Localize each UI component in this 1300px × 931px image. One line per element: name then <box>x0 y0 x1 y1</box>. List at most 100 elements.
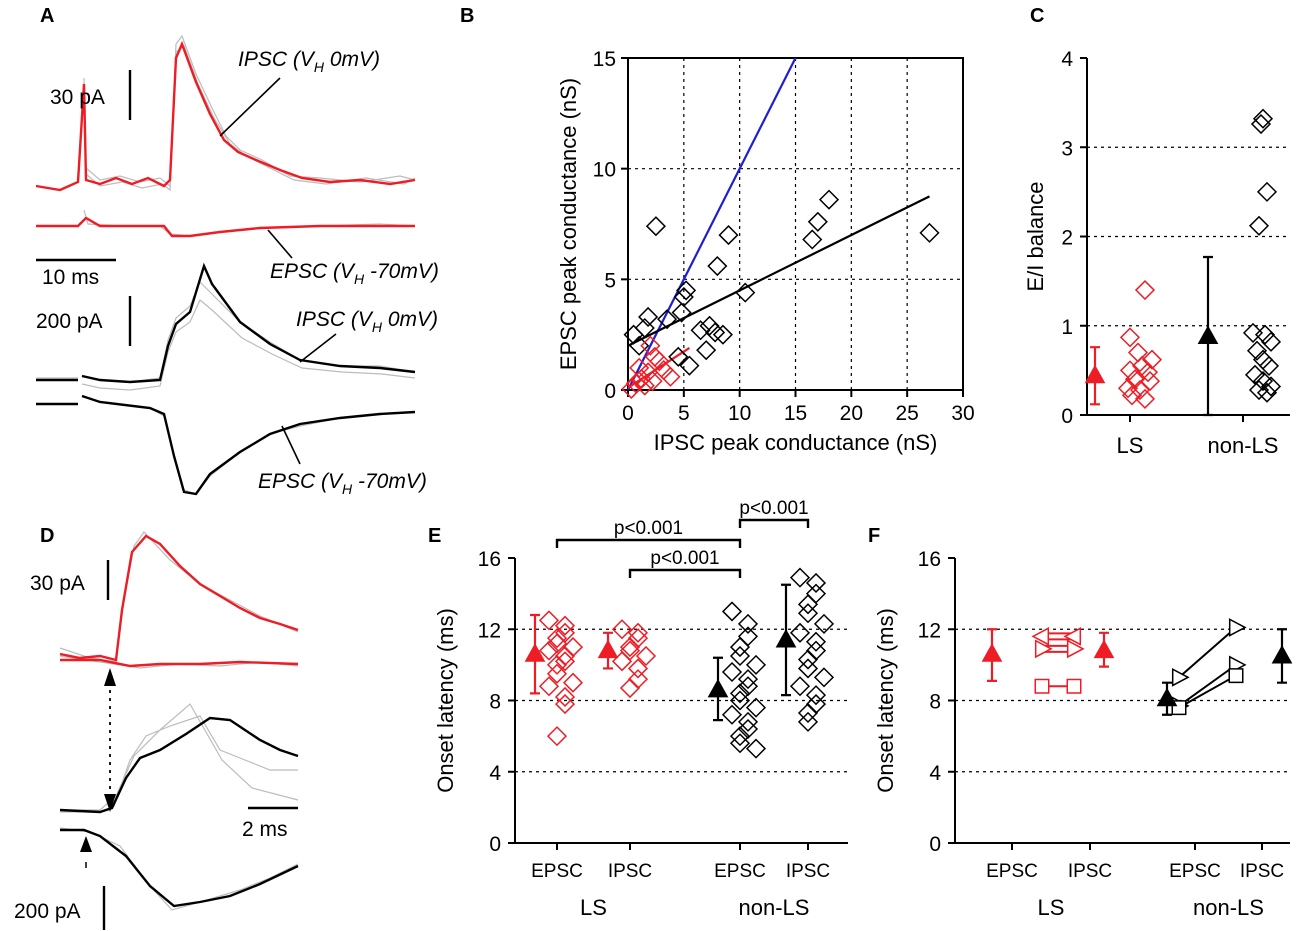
b-ytick-label-1: 5 <box>604 269 616 292</box>
annotation-epsc-red: EPSC (VH -70mV) <box>270 260 439 287</box>
panel-label-a: A <box>40 5 54 27</box>
b-point-1-2 <box>631 368 652 389</box>
panel-c-ei-balance: 0 1 2 3 4 LS non-LS E/I balance <box>1023 48 1290 458</box>
e-group-label-1: non-LS <box>739 895 810 920</box>
e-point-3-7 <box>805 631 827 652</box>
c-y-axis-label: E/I balance <box>1023 181 1048 291</box>
b-point-0-16 <box>707 255 728 277</box>
b-point-1-0 <box>621 378 642 399</box>
e-sig-bracket-0 <box>555 538 742 548</box>
panel-label-f: F <box>868 525 880 547</box>
f-xtick-label-3: IPSC <box>1240 861 1284 882</box>
e-point-3-9 <box>797 649 819 670</box>
e-point-3-10 <box>797 658 819 679</box>
f-group-label-1: non-LS <box>1193 895 1264 920</box>
e-point-1-1 <box>627 622 649 643</box>
e-point-2-7 <box>737 669 759 690</box>
f-pair-epsc-marker-2 <box>1034 678 1050 694</box>
b-point-0-5 <box>657 309 678 330</box>
c-ytick-label-4: 4 <box>1061 48 1073 71</box>
e-point-3-16 <box>797 711 819 732</box>
panel-label-b: B <box>460 5 474 27</box>
panel-b-scatter: 0 5 10 15 20 25 30 0 5 10 15 IPSC peak conductance … <box>556 48 975 455</box>
e-xtick-label-3: IPSC <box>786 861 830 882</box>
f-mean-0 <box>981 643 1003 662</box>
c-point-1-6 <box>1260 331 1282 352</box>
panel-a-traces: 30 pA 10 ms 200 pA IPSC (VH 0mV) EPSC (V… <box>35 34 439 497</box>
trace-epsc-red-mean <box>36 216 415 238</box>
c-point-0-7 <box>1124 369 1146 390</box>
e-ytick-label-4: 16 <box>478 548 501 571</box>
f-ytick-label-4: 16 <box>918 548 941 571</box>
b-xtick-label-4: 20 <box>840 402 863 425</box>
e-point-0-3 <box>546 628 568 649</box>
c-point-1-13 <box>1248 379 1270 401</box>
e-point-0-10 <box>546 663 568 684</box>
b-point-0-17 <box>718 225 739 246</box>
e-point-3-15 <box>797 702 819 724</box>
e-group-label-0: LS <box>580 895 607 920</box>
e-point-2-4 <box>729 645 751 667</box>
b-line-2 <box>627 347 691 389</box>
f-pair-line-5 <box>1178 674 1237 709</box>
b-point-1-11 <box>629 357 650 378</box>
b-point-0-19 <box>802 229 823 250</box>
b-point-0-10 <box>679 355 700 376</box>
trace-ipsc-black-mean <box>36 262 416 384</box>
panel-d-scale-label-200pa: 200 pA <box>14 900 81 923</box>
f-pair-epsc-marker-0 <box>1031 627 1050 646</box>
b-point-1-7 <box>649 351 670 372</box>
annotation-ipsc-red: IPSC (VH 0mV) <box>238 48 380 75</box>
pointer-ipsc-red <box>219 77 281 137</box>
e-ytick-label-0: 0 <box>489 833 501 856</box>
b-point-1-3 <box>634 375 655 396</box>
f-xtick-label-2: EPSC <box>1169 861 1221 882</box>
e-point-0-14 <box>554 694 576 715</box>
c-point-0-10 <box>1129 379 1151 401</box>
c-point-0-5 <box>1119 360 1141 381</box>
e-xtick-label-1: IPSC <box>608 861 652 882</box>
f-pair-ipsc-marker-2 <box>1066 678 1082 694</box>
pointer-epsc-red <box>267 229 293 259</box>
e-point-2-12 <box>721 704 743 725</box>
panel-label-d: D <box>40 525 54 547</box>
f-ytick-label-0: 0 <box>929 833 941 856</box>
c-point-0-6 <box>1137 362 1159 383</box>
b-point-0-3 <box>638 306 659 328</box>
b-xtick-label-5: 25 <box>895 402 918 425</box>
c-point-1-2 <box>1256 181 1278 202</box>
c-point-1-0 <box>1252 108 1274 129</box>
e-point-3-5 <box>813 613 835 634</box>
b-point-0-6 <box>671 302 692 323</box>
e-point-0-7 <box>554 645 576 667</box>
e-point-3-2 <box>805 583 827 604</box>
c-point-1-1 <box>1250 113 1272 135</box>
b-line-0 <box>627 57 797 391</box>
e-point-2-3 <box>729 637 751 658</box>
f-ytick-label-3: 12 <box>918 619 941 642</box>
panel-label-c: C <box>1030 5 1044 27</box>
c-ytick-label-3: 3 <box>1061 137 1073 160</box>
trace-d-ipsc-red-mean <box>59 534 299 662</box>
b-y-axis-label: EPSC peak conductance (nS) <box>556 78 581 370</box>
e-point-0-0 <box>538 610 560 631</box>
f-pair-ipsc-marker-3 <box>1228 618 1247 637</box>
e-xtick-label-2: EPSC <box>714 861 766 882</box>
f-pair-epsc-marker-1 <box>1034 639 1053 659</box>
c-mean-1 <box>1197 325 1219 344</box>
f-xtick-label-0: EPSC <box>986 861 1038 882</box>
e-point-3-1 <box>805 572 827 593</box>
c-ytick-label-2: 2 <box>1061 227 1073 250</box>
b-point-0-9 <box>668 346 689 367</box>
e-point-1-2 <box>627 628 649 649</box>
b-point-1-9 <box>660 366 681 387</box>
trace-d-ipsc-red-trial <box>59 531 299 663</box>
e-point-1-8 <box>627 669 649 690</box>
e-point-3-4 <box>797 603 819 624</box>
b-point-0-11 <box>690 320 711 341</box>
e-xtick-label-0: EPSC <box>531 861 583 882</box>
b-point-0-18 <box>735 282 756 303</box>
e-point-2-15 <box>729 726 751 747</box>
b-point-1-5 <box>640 335 661 356</box>
